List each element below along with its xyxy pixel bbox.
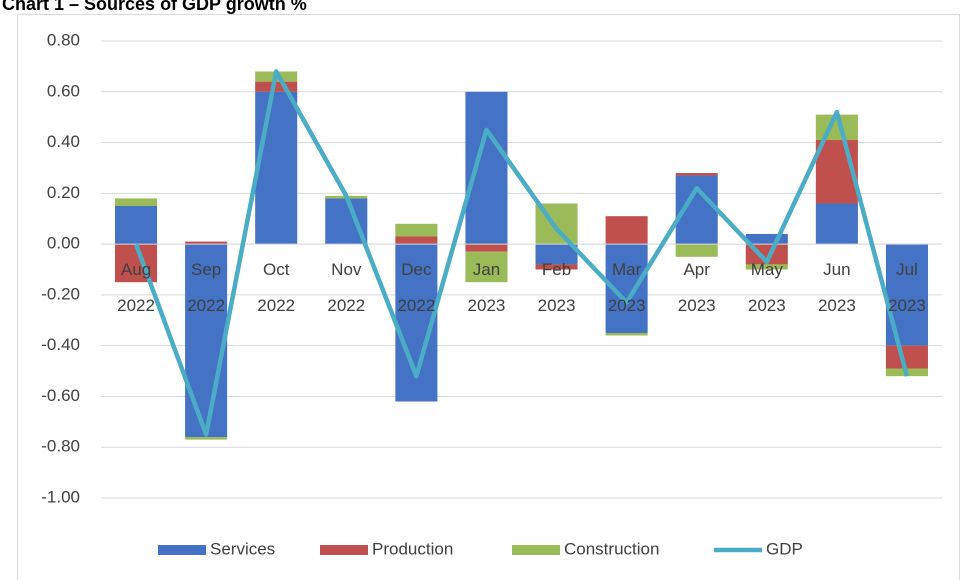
x-tick-label: Jan 2023 [468, 260, 506, 315]
bar [255, 91, 298, 245]
legend-label: Production [372, 539, 453, 558]
y-tick-label: 0.60 [47, 81, 80, 100]
bar [605, 332, 648, 336]
bar [465, 91, 508, 245]
x-tick-label: Sep 2022 [187, 260, 225, 315]
y-tick-label: 0.40 [47, 132, 80, 151]
y-tick-label: -0.60 [41, 386, 80, 405]
bar [535, 244, 578, 265]
bar [255, 81, 298, 92]
x-tick-label: Mar 2023 [608, 260, 646, 315]
bar [745, 264, 788, 270]
y-tick-label: -0.20 [41, 284, 80, 303]
y-tick-label: -1.00 [41, 487, 80, 506]
x-tick-label: Aug 2022 [117, 260, 155, 315]
bar [115, 198, 158, 207]
y-tick-label: -0.80 [41, 437, 80, 456]
bar [815, 203, 858, 245]
bar [745, 233, 788, 245]
y-tick-label: -0.40 [41, 335, 80, 354]
y-tick-label: 0.00 [47, 234, 80, 253]
bar [465, 251, 508, 283]
x-tick-label: Feb 2023 [538, 260, 576, 315]
gdp-line [133, 69, 910, 437]
x-tick-label: Apr 2023 [678, 260, 716, 315]
bar [115, 206, 158, 245]
bar [605, 216, 648, 245]
x-tick-label: May 2023 [748, 260, 786, 315]
bar [675, 244, 718, 257]
bar [885, 345, 928, 369]
chart-title: Chart 1 – Sources of GDP growth % [2, 0, 307, 14]
legend-swatch [512, 545, 560, 555]
x-tick-label: Oct 2022 [257, 260, 295, 315]
bar [535, 264, 578, 270]
x-tick-label: Jun 2023 [818, 260, 856, 315]
y-tick-label: 0.80 [47, 30, 80, 49]
x-tick-label: Nov 2022 [327, 260, 365, 315]
legend-swatch [320, 545, 368, 555]
legend-swatch [158, 545, 206, 555]
x-tick-label: Jul 2023 [888, 260, 926, 315]
bar [395, 236, 438, 245]
legend-label: GDP [766, 539, 803, 558]
bar [885, 244, 928, 346]
bar [185, 437, 228, 440]
bar [395, 223, 438, 237]
legend-label: Services [210, 539, 275, 558]
bar [465, 244, 508, 252]
x-tick-label: Dec 2022 [397, 260, 435, 315]
legend-label: Construction [564, 539, 659, 558]
y-tick-label: 0.20 [47, 183, 80, 202]
bar [185, 241, 228, 245]
bar [185, 244, 228, 438]
bar [675, 173, 718, 176]
